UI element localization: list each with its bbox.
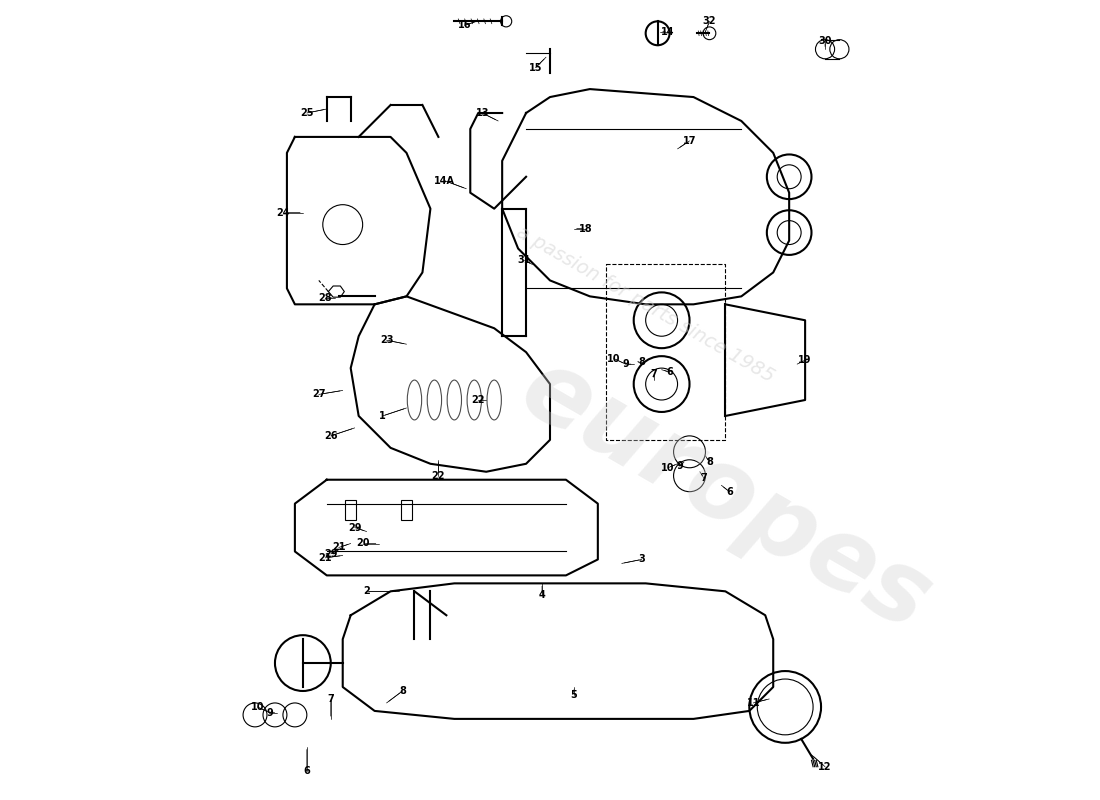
Text: 7: 7 (701, 473, 707, 483)
Text: 18: 18 (579, 223, 593, 234)
Text: 26: 26 (324, 431, 338, 441)
Text: 2: 2 (363, 586, 370, 596)
Text: 31: 31 (518, 255, 531, 266)
Text: 15: 15 (529, 62, 542, 73)
Text: 9: 9 (676, 461, 683, 471)
Text: 9: 9 (623, 359, 629, 369)
Text: a passion for parts since 1985: a passion for parts since 1985 (514, 222, 778, 386)
Text: 7: 7 (328, 694, 334, 704)
Text: 30: 30 (818, 36, 832, 46)
Text: 21: 21 (318, 553, 332, 563)
Text: 22: 22 (472, 395, 485, 405)
Text: 32: 32 (703, 16, 716, 26)
Text: 10: 10 (661, 462, 674, 473)
Text: 8: 8 (706, 457, 713, 467)
Bar (400, 500, 412, 519)
Text: 25: 25 (300, 108, 313, 118)
Text: 1: 1 (379, 411, 386, 421)
Text: 11: 11 (747, 698, 760, 708)
Text: 19: 19 (799, 355, 812, 365)
Text: 22: 22 (431, 470, 446, 481)
Text: 9: 9 (266, 707, 273, 718)
Text: 8: 8 (638, 357, 645, 366)
Text: 24: 24 (276, 208, 289, 218)
Text: 27: 27 (312, 390, 326, 399)
Text: 6: 6 (304, 766, 310, 776)
Text: 17: 17 (683, 136, 696, 146)
Text: 10: 10 (607, 354, 620, 363)
Text: 21: 21 (332, 542, 345, 553)
Text: europes: europes (504, 340, 947, 652)
Text: 12: 12 (818, 762, 832, 772)
Text: 29: 29 (348, 522, 362, 533)
Text: 23: 23 (379, 335, 394, 346)
Bar (345, 500, 356, 519)
Text: 8: 8 (399, 686, 406, 696)
Text: 4: 4 (539, 590, 546, 600)
Text: 16: 16 (458, 20, 472, 30)
Text: 10: 10 (251, 702, 264, 712)
Text: 29: 29 (324, 549, 338, 559)
Text: 3: 3 (638, 554, 645, 565)
Text: 14A: 14A (434, 176, 455, 186)
Text: 6: 6 (667, 367, 673, 377)
Text: 13: 13 (475, 108, 490, 118)
Text: 5: 5 (571, 690, 578, 700)
Text: 14: 14 (661, 26, 674, 37)
Text: 20: 20 (356, 538, 370, 549)
Text: 6: 6 (726, 486, 733, 497)
Text: 28: 28 (318, 293, 332, 303)
Text: 7: 7 (650, 370, 657, 379)
